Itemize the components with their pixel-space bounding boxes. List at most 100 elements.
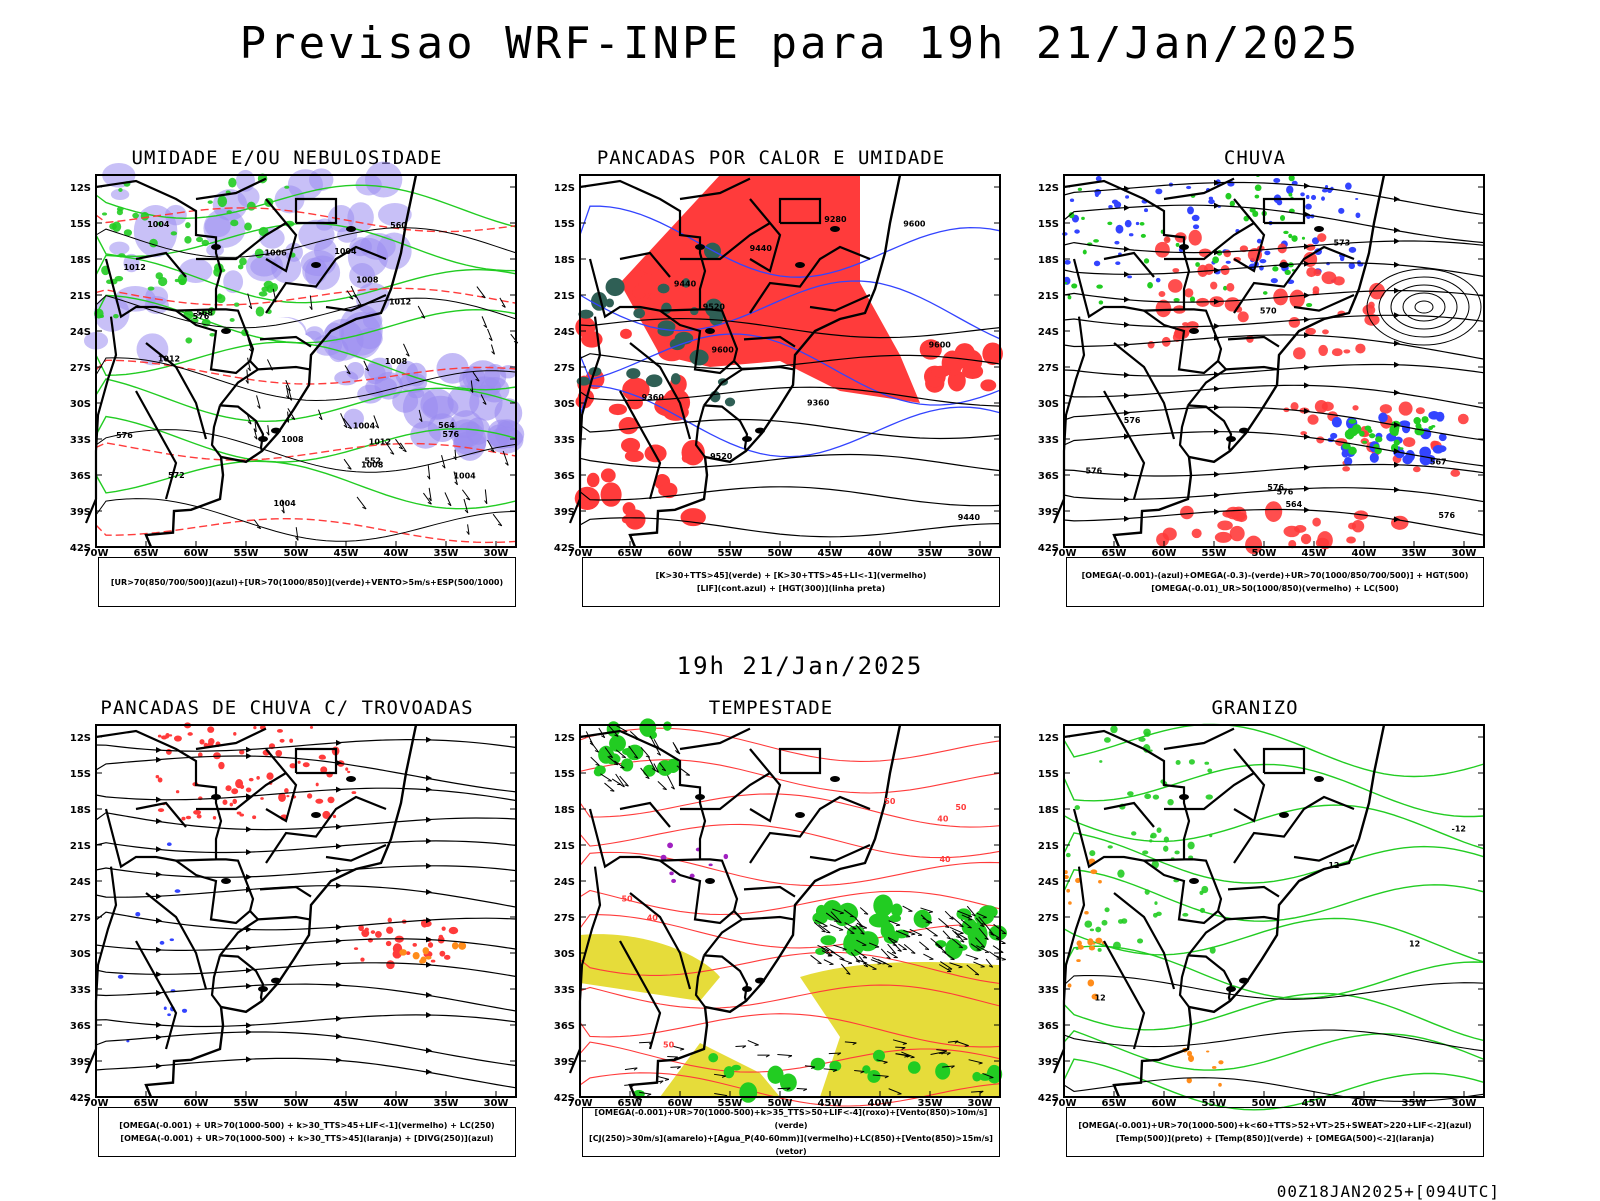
wind-vector-head (863, 963, 867, 964)
contour-line (96, 519, 516, 543)
field-cell (289, 739, 293, 743)
contour-line (580, 824, 1000, 857)
contour-label: 576 (1438, 511, 1455, 520)
field-cell (310, 726, 313, 729)
lake (258, 436, 268, 442)
contour-line (96, 461, 516, 508)
field-cell (1370, 453, 1379, 463)
lake (346, 776, 356, 782)
field-cell (1391, 516, 1408, 530)
field-cell (298, 761, 301, 764)
field-cell (256, 776, 260, 780)
contour-label: 50 (663, 1041, 675, 1050)
streamline-arrow (1304, 292, 1310, 298)
field-cell (1300, 192, 1305, 196)
state-border (742, 367, 794, 369)
field-cell (1392, 431, 1399, 436)
wind-vector-head (1002, 959, 1006, 960)
lake (271, 428, 281, 434)
contour-label: 1012 (124, 263, 146, 272)
field-cell (439, 951, 445, 957)
field-cell (259, 291, 268, 296)
field-cell (158, 735, 162, 738)
field-cell (1153, 794, 1159, 799)
state-border (296, 749, 336, 773)
field-cell (1289, 317, 1300, 328)
field-cell (1226, 283, 1234, 292)
lat-label: 36S (1038, 471, 1059, 482)
wind-vector (923, 954, 933, 959)
state-border (1234, 749, 1264, 821)
field-cell (196, 237, 203, 242)
jet-stream-east (800, 962, 1000, 1097)
wind-vector-head (620, 768, 624, 769)
map-granizo: 121212-1212S15S18S21S24S27S30S33S36S39S4… (1064, 725, 1484, 1097)
field-cell (351, 791, 356, 794)
lat-label: 15S (554, 219, 575, 230)
lake (1179, 794, 1189, 800)
lat-label: 18S (70, 805, 91, 816)
field-cell (1127, 275, 1132, 278)
streamline-arrow (426, 863, 432, 869)
field-cell (1271, 278, 1278, 283)
contour-label: 1004 (147, 220, 170, 229)
field-cell (1156, 278, 1161, 283)
field-cell (284, 788, 289, 793)
streamline-arrow (1214, 429, 1220, 435)
field-cell (1138, 737, 1145, 742)
field-cell (820, 935, 836, 945)
legend-line-1: [UR>70(850/700/500)](azul)+[UR>70(1000/8… (99, 576, 515, 589)
state-border (750, 749, 780, 821)
field-cell (217, 196, 227, 207)
field-cell (587, 473, 600, 487)
contour-label: 576 (1085, 467, 1102, 476)
streamline-arrow (1394, 238, 1400, 244)
field-cell (1348, 523, 1356, 530)
state-border (1104, 253, 1154, 277)
streamline-arrow (426, 817, 432, 823)
field-cell (1108, 845, 1113, 848)
streamline-arrow (426, 838, 432, 844)
lat-label: 36S (554, 1021, 575, 1032)
field-cell (1355, 344, 1365, 354)
field-cell (1307, 414, 1318, 424)
field-cell (1084, 920, 1092, 927)
state-border (1294, 845, 1354, 861)
contour-label: 9360 (642, 393, 665, 402)
state-border (1180, 405, 1189, 457)
field-cell (1344, 457, 1352, 465)
field-cell (1226, 261, 1231, 264)
field-cell (1066, 889, 1070, 893)
wind-vector (493, 514, 502, 526)
legend-line-2: [LIF](cont.azul) + [HGT(300)](linha pret… (583, 582, 999, 595)
thunder-red-ocean (354, 918, 458, 970)
field-cell (1068, 983, 1072, 987)
field-cell (1255, 185, 1262, 192)
state-border (1104, 803, 1154, 827)
field-cell (315, 799, 323, 804)
contour-line (580, 487, 1000, 506)
streamline-arrow (246, 849, 252, 855)
field-cell (1290, 402, 1298, 410)
state-border (704, 405, 747, 451)
streamline-arrow (426, 962, 432, 968)
streamline-arrow (1394, 390, 1400, 396)
field-cell (118, 253, 125, 257)
streamline (96, 841, 516, 853)
lake (1239, 428, 1249, 434)
field-cell (1316, 436, 1324, 443)
wind-vector (777, 1055, 792, 1056)
field-cell (1207, 768, 1212, 772)
state-border (744, 887, 795, 897)
wind-vector (604, 783, 614, 791)
streamline-arrow (336, 843, 342, 849)
lat-label: 33S (554, 985, 575, 996)
wind-vector (926, 928, 938, 936)
contour-line (1064, 946, 1484, 998)
field-cell (1362, 441, 1367, 444)
lat-label: 36S (1038, 1021, 1059, 1032)
field-cell (1140, 222, 1145, 226)
field-cell (1343, 349, 1350, 353)
lat-label: 21S (70, 841, 91, 852)
